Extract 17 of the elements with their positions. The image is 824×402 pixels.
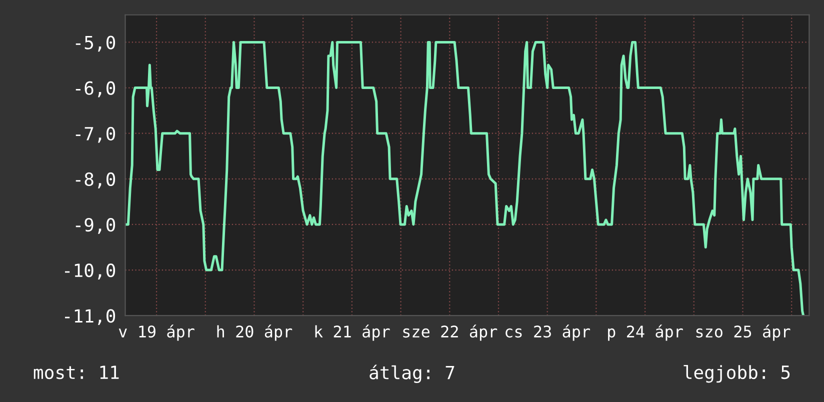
x-tick-label: sze 22 ápr xyxy=(403,324,498,341)
y-tick-label: -10,0 xyxy=(65,264,116,280)
text: átlag: 7 xyxy=(370,364,454,384)
y-tick-label: -8,0 xyxy=(76,172,116,188)
y-tick-label: -11,0 xyxy=(65,309,116,326)
x-tick-label: cs 23 ápr xyxy=(506,324,590,341)
text: legjobb: 5 xyxy=(684,365,790,383)
y-tick-label: -9,0 xyxy=(76,218,116,234)
x-tick-label: k 21 ápr xyxy=(315,324,390,341)
y-tick-label: -6,0 xyxy=(76,81,116,98)
x-tick-label: p 24 ápr xyxy=(608,324,683,341)
text: most: 11 xyxy=(34,366,119,380)
y-tick-label: -7,0 xyxy=(76,126,116,143)
x-tick-label: szo 25 ápr xyxy=(696,324,790,341)
x-tick-label: h 20 ápr xyxy=(217,324,292,341)
x-tick-label: v 19 ápr xyxy=(118,324,194,341)
y-tick-label: -5,0 xyxy=(76,36,116,52)
